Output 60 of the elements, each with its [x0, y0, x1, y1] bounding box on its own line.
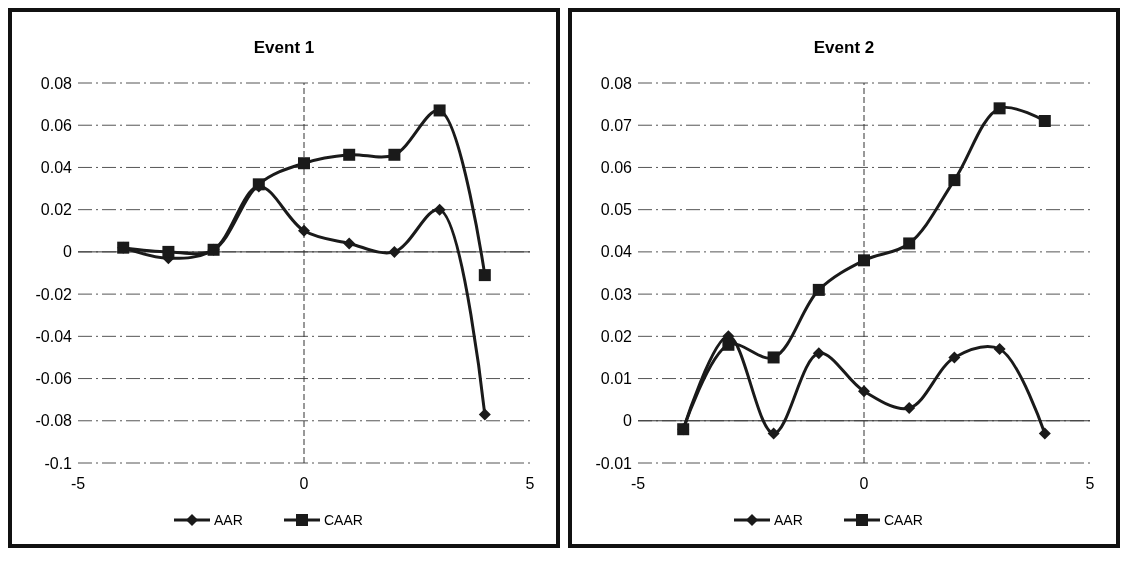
x-tick-label: 5 — [1085, 474, 1095, 492]
point — [162, 245, 175, 258]
point — [812, 347, 825, 360]
point — [478, 408, 491, 421]
point — [993, 102, 1006, 115]
point — [858, 385, 870, 398]
y-tick-label: 0.02 — [40, 201, 73, 219]
y-tick-label: -0.1 — [44, 454, 73, 472]
point — [767, 351, 780, 364]
legend-label: CAAR — [884, 511, 923, 528]
x-tick-label: 0 — [299, 474, 309, 492]
y-tick-label: 0 — [63, 243, 73, 261]
y-tick-label: -0.02 — [35, 285, 73, 303]
point — [433, 104, 446, 117]
y-tick-label: 0.06 — [40, 116, 73, 134]
y-tick-label: 0.03 — [600, 285, 633, 303]
chart-title: Event 1 — [253, 38, 315, 57]
legend-label: CAAR — [324, 511, 363, 528]
y-tick-label: 0.04 — [600, 243, 633, 261]
point — [343, 237, 356, 250]
point — [343, 148, 356, 161]
y-tick-label: 0.06 — [600, 159, 633, 177]
point — [948, 174, 961, 187]
point — [993, 343, 1006, 355]
point — [388, 148, 401, 161]
y-tick-label: 0.08 — [40, 74, 73, 92]
point — [858, 254, 870, 267]
point — [1038, 427, 1051, 440]
x-tick-label: 0 — [859, 474, 869, 492]
legend-label: AAR — [214, 511, 243, 528]
y-tick-label: 0.05 — [600, 201, 633, 219]
point — [298, 224, 310, 237]
x-tick-label: -5 — [70, 474, 86, 492]
point — [1038, 115, 1051, 127]
point — [948, 351, 961, 364]
x-tick-label: 5 — [525, 474, 535, 492]
point — [478, 269, 491, 282]
y-tick-label: 0.07 — [600, 116, 633, 134]
y-tick-label: -0.04 — [35, 327, 73, 345]
y-tick-label: 0 — [623, 412, 633, 430]
point — [903, 402, 916, 415]
point — [298, 157, 310, 170]
legend-label: AAR — [774, 511, 803, 528]
point — [767, 427, 780, 440]
x-tick-label: -5 — [630, 474, 646, 492]
y-tick-label: 0.01 — [600, 370, 633, 388]
point — [722, 338, 735, 351]
y-tick-label: -0.08 — [35, 412, 73, 430]
point — [433, 203, 446, 216]
y-tick-label: 0.02 — [600, 327, 633, 345]
y-tick-label: 0.08 — [600, 74, 633, 92]
y-tick-label: -0.06 — [35, 370, 73, 388]
chart-title: Event 2 — [813, 38, 875, 57]
point — [207, 243, 220, 256]
point — [117, 241, 130, 254]
y-tick-label: -0.01 — [595, 454, 633, 472]
point — [388, 245, 401, 258]
y-tick-label: 0.04 — [40, 159, 73, 177]
point — [903, 237, 916, 250]
point — [812, 283, 825, 296]
